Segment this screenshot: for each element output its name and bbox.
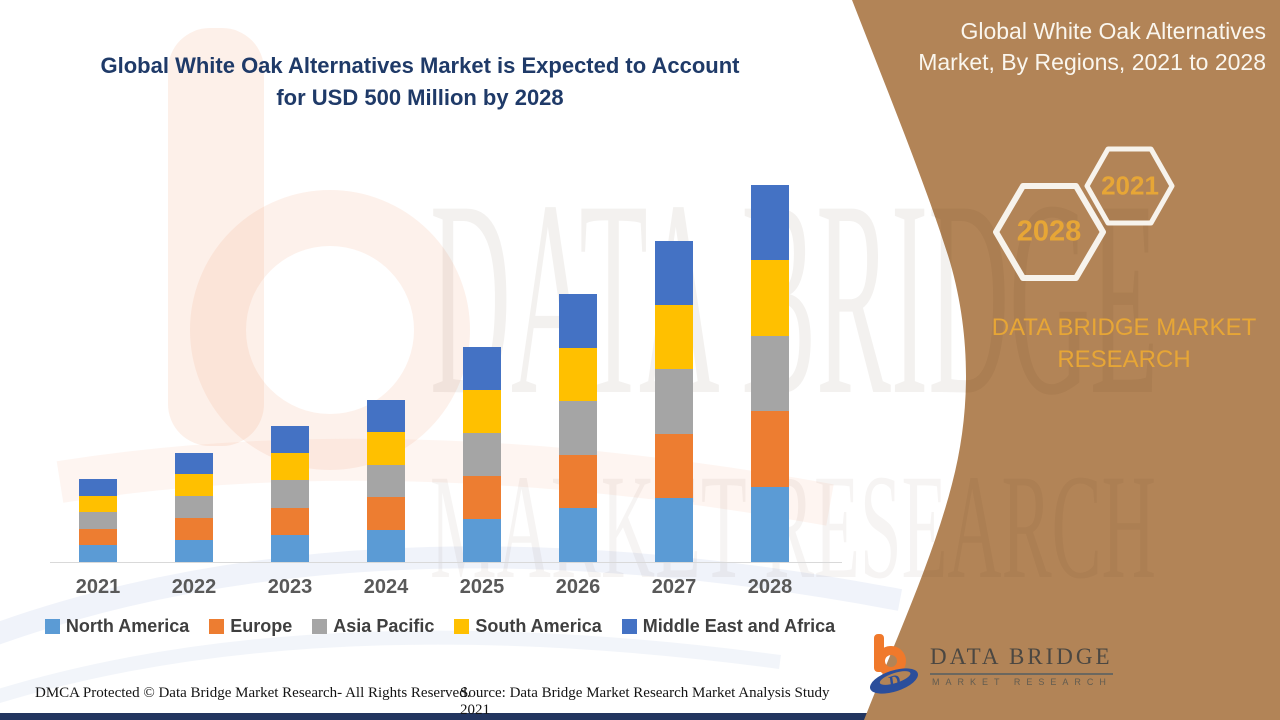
- company-logo-icon: D: [870, 634, 918, 694]
- bar-segment-asia-pacific: [79, 512, 117, 529]
- legend-item-south-america: South America: [454, 616, 602, 637]
- bar-2028: [751, 184, 789, 562]
- brand-wordmark: DATA BRIDGE MARKET RESEARCH: [962, 312, 1280, 376]
- x-axis-label-2025: 2025: [459, 576, 505, 598]
- brand-wordmark-line1: DATA BRIDGE MARKET: [991, 314, 1257, 341]
- dmca-notice: DMCA Protected © Data Bridge Market Rese…: [35, 685, 471, 701]
- x-axis-line: [50, 562, 842, 563]
- legend-swatch: [44, 619, 60, 634]
- side-panel-heading-line2: Market, By Regions, 2021 to 2028: [918, 49, 1266, 75]
- bar-segment-europe: [463, 476, 501, 519]
- bar-segment-asia-pacific: [367, 464, 405, 497]
- legend-item-middle-east-and-africa: Middle East and Africa: [621, 616, 836, 637]
- bar-2023: [271, 426, 309, 562]
- bar-2024: [367, 399, 405, 562]
- side-panel-heading-line1: Global White Oak Alternatives: [960, 18, 1266, 44]
- bar-segment-north-america: [751, 486, 789, 562]
- bar-segment-asia-pacific: [751, 335, 789, 411]
- bar-segment-south-america: [655, 305, 693, 370]
- legend-swatch: [621, 619, 637, 634]
- x-axis-label-2024: 2024: [363, 576, 409, 598]
- bar-segment-europe: [367, 497, 405, 530]
- x-axis-label-2026: 2026: [555, 576, 601, 598]
- legend-item-north-america: North America: [44, 616, 190, 637]
- brand-wordmark-line2: RESEARCH: [1057, 346, 1191, 373]
- bar-segment-middle-east-and-africa: [751, 184, 789, 260]
- bar-segment-middle-east-and-africa: [463, 347, 501, 390]
- bar-segment-middle-east-and-africa: [655, 241, 693, 306]
- bar-segment-europe: [79, 528, 117, 546]
- side-panel-heading: Global White Oak Alternatives Market, By…: [876, 16, 1266, 78]
- bar-segment-europe: [751, 411, 789, 487]
- x-axis-label-2028: 2028: [747, 576, 793, 598]
- legend-label: Middle East and Africa: [642, 616, 836, 636]
- legend-label: Europe: [230, 616, 293, 636]
- source-note: Source: Data Bridge Market Research Mark…: [460, 685, 830, 718]
- bar-segment-middle-east-and-africa: [79, 479, 117, 496]
- company-logo-subtext: MARKET RESEARCH: [932, 677, 1112, 687]
- chart-title-line2: for USD 500 Million by 2028: [276, 85, 564, 110]
- bar-segment-middle-east-and-africa: [175, 452, 213, 475]
- x-axis-label-2021: 2021: [75, 576, 121, 598]
- legend-label: Asia Pacific: [333, 616, 435, 636]
- chart-title: Global White Oak Alternatives Market is …: [40, 50, 800, 114]
- legend-item-europe: Europe: [209, 616, 292, 637]
- bar-segment-south-america: [559, 347, 597, 402]
- bar-segment-north-america: [175, 540, 213, 562]
- hexagon-label-2028: 2028: [1016, 215, 1082, 248]
- bar-segment-south-america: [367, 432, 405, 465]
- x-axis-label-2027: 2027: [651, 576, 697, 598]
- bar-segment-europe: [175, 518, 213, 541]
- bar-segment-south-america: [751, 260, 789, 336]
- bar-segment-south-america: [79, 495, 117, 513]
- bar-segment-north-america: [271, 534, 309, 562]
- bar-segment-north-america: [367, 529, 405, 562]
- x-axis-label-2022: 2022: [171, 576, 217, 598]
- bar-segment-north-america: [655, 497, 693, 562]
- bar-segment-asia-pacific: [655, 369, 693, 434]
- legend-label: North America: [65, 616, 190, 636]
- bar-segment-europe: [559, 454, 597, 509]
- legend-label: South America: [475, 616, 602, 636]
- legend-swatch: [312, 619, 328, 634]
- chart-title-line1: Global White Oak Alternatives Market is …: [100, 53, 740, 78]
- chart-legend: North America Europe Asia Pacific South Ame…: [44, 616, 836, 637]
- bar-segment-europe: [271, 507, 309, 535]
- bar-2025: [463, 347, 501, 562]
- bar-2027: [655, 241, 693, 562]
- bar-segment-north-america: [463, 519, 501, 562]
- bar-segment-asia-pacific: [559, 401, 597, 455]
- bar-segment-south-america: [271, 453, 309, 481]
- bar-2021: [79, 479, 117, 562]
- bottom-accent-strip: [0, 713, 880, 720]
- legend-swatch: [209, 619, 225, 634]
- bar-segment-north-america: [79, 545, 117, 562]
- bar-segment-middle-east-and-africa: [559, 294, 597, 348]
- hexagon-label-2021: 2021: [1101, 170, 1159, 201]
- bar-segment-europe: [655, 433, 693, 498]
- legend-item-asia-pacific: Asia Pacific: [312, 616, 434, 637]
- bar-segment-asia-pacific: [463, 433, 501, 476]
- bar-segment-middle-east-and-africa: [271, 426, 309, 454]
- bar-segment-north-america: [559, 508, 597, 562]
- company-logo-name: DATA BRIDGE: [930, 644, 1113, 675]
- company-logo: D DATA BRIDGE MARKET RESEARCH: [868, 630, 1118, 700]
- bar-segment-south-america: [463, 390, 501, 433]
- bar-segment-south-america: [175, 474, 213, 497]
- bar-segment-asia-pacific: [175, 496, 213, 519]
- bar-segment-asia-pacific: [271, 480, 309, 508]
- bar-2022: [175, 452, 213, 562]
- bar-segment-middle-east-and-africa: [367, 399, 405, 432]
- legend-swatch: [454, 619, 470, 634]
- x-axis-label-2023: 2023: [267, 576, 313, 598]
- bar-2026: [559, 294, 597, 562]
